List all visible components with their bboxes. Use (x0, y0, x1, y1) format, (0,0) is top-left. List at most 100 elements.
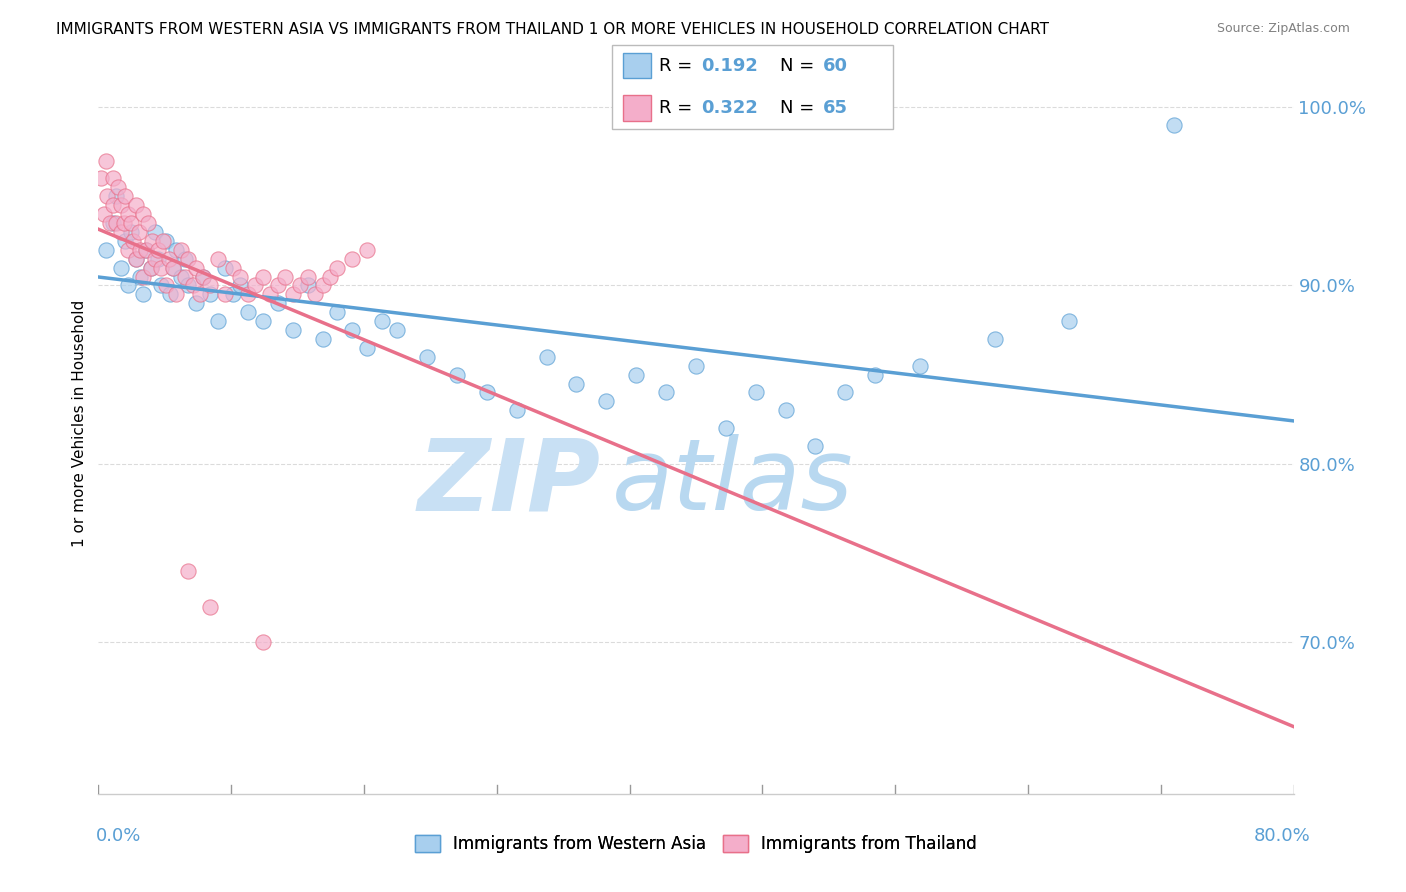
Point (200, 599, 222, 614)
Point (174, 269, 197, 284)
Point (188, 287, 211, 301)
Point (110, 260, 132, 275)
Point (281, 323, 304, 337)
Point (214, 260, 236, 275)
Point (157, 252, 180, 266)
Point (159, 287, 181, 301)
Point (165, 243, 187, 257)
Text: 0.0%: 0.0% (96, 827, 141, 845)
Point (155, 234, 177, 248)
Text: 0.192: 0.192 (702, 57, 758, 75)
Point (148, 252, 170, 266)
Point (311, 278, 333, 293)
Point (150, 278, 173, 293)
Point (191, 269, 214, 284)
Point (143, 225, 166, 239)
Point (281, 287, 304, 301)
Point (129, 269, 152, 284)
Point (200, 278, 222, 293)
Point (304, 287, 326, 301)
Point (834, 385, 856, 400)
Text: ZIP: ZIP (418, 434, 600, 532)
Point (259, 287, 281, 301)
Point (155, 278, 177, 293)
Point (143, 252, 166, 266)
Point (114, 189, 136, 203)
Point (132, 287, 155, 301)
Text: R =: R = (659, 99, 699, 117)
Point (117, 207, 139, 221)
Point (214, 287, 236, 301)
Point (148, 243, 170, 257)
Point (595, 394, 617, 409)
Point (114, 234, 136, 248)
Point (1059, 314, 1081, 328)
Text: 60: 60 (823, 57, 848, 75)
Point (103, 171, 125, 186)
Point (745, 385, 768, 400)
Point (446, 368, 468, 382)
Point (356, 341, 378, 355)
Point (177, 278, 200, 293)
Point (385, 323, 409, 337)
Point (297, 269, 319, 284)
Point (105, 216, 128, 230)
Point (132, 269, 155, 284)
Point (326, 305, 349, 319)
Point (98, 216, 122, 230)
Point (267, 296, 290, 310)
Point (105, 189, 128, 203)
Point (132, 207, 155, 221)
Point (150, 260, 173, 275)
Point (191, 269, 214, 284)
Point (125, 198, 148, 212)
Point (565, 376, 588, 391)
Point (984, 332, 1007, 346)
Point (200, 287, 222, 301)
Y-axis label: 1 or more Vehicles in Household: 1 or more Vehicles in Household (72, 300, 87, 548)
Point (128, 225, 150, 239)
Point (274, 269, 297, 284)
Text: 65: 65 (823, 99, 848, 117)
Point (184, 260, 207, 275)
Point (319, 269, 342, 284)
Point (506, 403, 529, 417)
Text: 0.322: 0.322 (702, 99, 758, 117)
Point (103, 198, 125, 212)
Point (267, 278, 290, 293)
Point (685, 359, 707, 373)
Point (371, 314, 394, 328)
Point (288, 278, 311, 293)
Point (236, 287, 259, 301)
Point (252, 269, 274, 284)
Point (177, 252, 200, 266)
Point (245, 278, 267, 293)
Point (356, 243, 378, 257)
Text: atlas: atlas (613, 434, 853, 532)
Point (117, 243, 139, 257)
Point (222, 287, 245, 301)
Point (252, 635, 274, 649)
Point (120, 225, 142, 239)
Point (135, 243, 157, 257)
Point (120, 216, 142, 230)
Point (229, 278, 252, 293)
Point (311, 332, 333, 346)
Point (93, 207, 115, 221)
Point (416, 350, 439, 364)
Point (229, 269, 252, 284)
Point (222, 260, 245, 275)
Point (181, 278, 204, 293)
FancyBboxPatch shape (612, 45, 893, 129)
Point (110, 225, 132, 239)
Point (908, 359, 931, 373)
Point (207, 314, 229, 328)
Point (326, 260, 349, 275)
Text: 80.0%: 80.0% (1254, 827, 1310, 845)
Point (236, 305, 259, 319)
Point (775, 403, 797, 417)
Point (626, 368, 648, 382)
Point (117, 278, 139, 293)
Point (804, 439, 827, 453)
Point (342, 323, 364, 337)
